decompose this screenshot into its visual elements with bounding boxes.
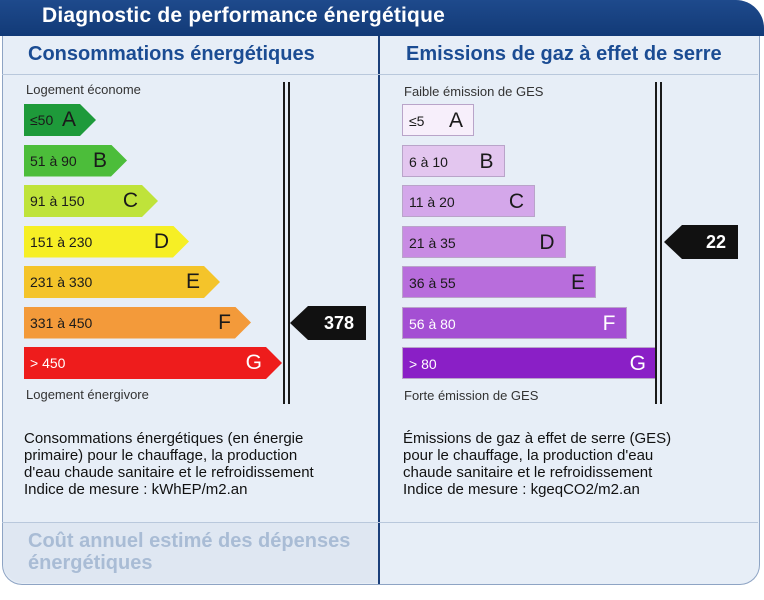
ges-description-line: Émissions de gaz à effet de serre (GES) (403, 430, 672, 447)
class-range: ≤5 (409, 113, 425, 129)
energy-class-b: 51 à 90 B (24, 145, 127, 177)
energy-class-e: 231 à 330 E (24, 266, 220, 298)
ges-class-a: ≤5 A (402, 104, 474, 136)
class-letter: E (570, 271, 585, 294)
class-letter: D (153, 229, 169, 253)
class-letter: F (218, 310, 231, 334)
cost-label-line: énergétiques (28, 552, 153, 574)
class-range: 231 à 330 (30, 274, 93, 290)
energy-bottom-label: Logement énergivore (26, 387, 149, 402)
ges-description-line: pour le chauffage, la production d'eau (403, 447, 654, 464)
class-range: 11 à 20 (409, 194, 455, 210)
ges-scale-line-inner (660, 82, 662, 404)
energy-heading: Consommations énergétiques (28, 43, 315, 65)
class-letter: B (479, 149, 494, 173)
ges-description-line: Indice de mesure : kgeqCO2/m2.an (403, 481, 640, 498)
ges-heading: Emissions de gaz à effet de serre (406, 43, 722, 65)
class-range: ≤50 (30, 112, 54, 128)
ges-top-label: Faible émission de GES (404, 84, 544, 99)
class-range: 151 à 230 (30, 233, 93, 250)
class-range: 36 à 55 (409, 275, 456, 291)
class-letter: E (185, 270, 200, 293)
class-letter: G (245, 351, 262, 374)
ges-class-b: 6 à 10 B (402, 144, 505, 177)
energy-description-line: primaire) pour le chauffage, la producti… (24, 447, 298, 464)
energy-description: Consommations énergétiques (en énergie p… (24, 430, 314, 498)
energy-top-label: Logement économe (26, 82, 141, 97)
cost-box (3, 523, 378, 583)
ges-bottom-label: Forte émission de GES (404, 388, 539, 403)
energy-description-line: Consommations énergétiques (en énergie (24, 430, 304, 447)
ges-description-line: chaude sanitaire et le refroidissement (403, 464, 653, 481)
energy-class-f: 331 à 450 F (24, 307, 251, 339)
energy-description-line: Indice de mesure : kWhEP/m2.an (24, 481, 248, 498)
class-letter: G (629, 352, 646, 375)
energy-value-marker: 378 (290, 305, 366, 340)
class-range: 56 à 80 (409, 315, 456, 332)
class-range: 331 à 450 (30, 314, 93, 331)
class-letter: D (539, 230, 555, 254)
class-letter: C (508, 190, 524, 213)
ges-value-marker: 22 (664, 224, 738, 259)
page-title: Diagnostic de performance énergétique (42, 4, 445, 27)
cost-label: Coût annuel estimé des dépenses énergéti… (28, 530, 350, 574)
column-divider (378, 36, 380, 584)
ges-class-d: 21 à 35 D (402, 225, 566, 258)
energy-scale-line (283, 82, 285, 404)
energy-class-c: 91 à 150 C (24, 185, 158, 217)
class-letter: B (92, 148, 107, 172)
class-range: 6 à 10 (409, 153, 448, 170)
ges-scale-line (655, 82, 657, 404)
class-range: > 450 (30, 355, 66, 371)
class-range: > 80 (409, 356, 437, 372)
ges-description: Émissions de gaz à effet de serre (GES) … (403, 430, 671, 498)
class-letter: A (448, 109, 463, 132)
class-letter: C (122, 189, 138, 212)
class-range: 51 à 90 (30, 152, 77, 169)
class-range: 21 à 35 (409, 234, 456, 251)
class-range: 91 à 150 (30, 193, 85, 209)
header-divider (2, 74, 758, 75)
energy-description-line: d'eau chaude sanitaire et le refroidisse… (24, 464, 314, 481)
energy-class-g: > 450 G (24, 347, 282, 379)
energy-class-a: ≤50 A (24, 104, 96, 136)
ges-value: 22 (705, 231, 726, 252)
energy-scale-line-inner (288, 82, 290, 404)
ges-class-c: 11 à 20 C (402, 185, 535, 217)
cost-label-line: Coût annuel estimé des dépenses (28, 530, 351, 552)
title-bar (0, 0, 764, 36)
ges-class-f: 56 à 80 F (402, 306, 627, 339)
ges-class-g: > 80 G (402, 347, 657, 379)
energy-class-d: 151 à 230 D (24, 226, 189, 258)
class-letter: A (61, 108, 76, 131)
energy-value: 378 (323, 312, 354, 333)
footer-divider (2, 522, 758, 523)
class-letter: F (602, 311, 616, 335)
ges-class-e: 36 à 55 E (402, 266, 596, 298)
